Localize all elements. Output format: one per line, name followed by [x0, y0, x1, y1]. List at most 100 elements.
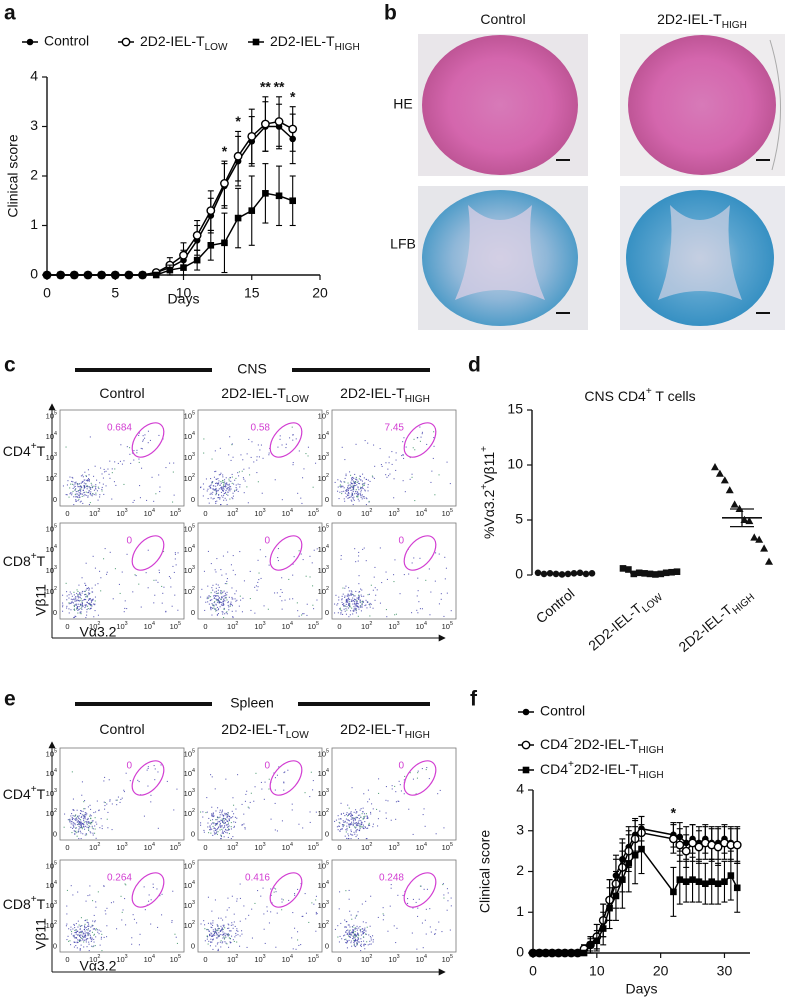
event-dot	[344, 596, 346, 598]
event-dot	[414, 500, 416, 502]
event-dot	[80, 827, 82, 829]
event-dot	[210, 609, 212, 611]
event-dot	[87, 925, 89, 927]
event-dot	[87, 486, 89, 488]
marker	[522, 766, 530, 774]
event-dot	[443, 894, 445, 896]
event-dot	[302, 827, 304, 829]
event-dot	[356, 496, 358, 498]
event-dot	[357, 816, 359, 818]
marker	[713, 842, 723, 852]
flow-y-tick-label: 102	[46, 474, 57, 484]
event-dot	[123, 483, 125, 485]
event-dot	[216, 937, 218, 939]
event-dot	[215, 571, 217, 573]
event-dot	[234, 490, 236, 492]
event-dot	[376, 808, 378, 810]
event-dot	[350, 484, 352, 486]
text-run: 10	[184, 412, 192, 421]
event-dot	[74, 489, 76, 491]
event-dot	[364, 821, 366, 823]
event-dot	[346, 941, 348, 943]
event-dot	[353, 595, 355, 597]
event-dot	[231, 476, 233, 478]
x-tick-label: 10	[176, 285, 192, 301]
event-dot	[337, 486, 339, 488]
event-dot	[381, 465, 383, 467]
event-dot	[369, 615, 371, 617]
event-dot	[235, 821, 237, 823]
event-dot	[94, 945, 96, 947]
event-dot	[85, 919, 87, 921]
text-run: 10	[318, 525, 326, 534]
event-dot	[84, 494, 86, 496]
flow-plot	[197, 859, 323, 953]
event-dot	[352, 486, 354, 488]
event-dot	[89, 930, 91, 932]
flow-x-tick-label: 103	[116, 954, 127, 964]
text-run: 10	[46, 769, 54, 778]
event-dot	[90, 488, 92, 490]
event-dot	[87, 592, 89, 594]
event-dot	[80, 598, 82, 600]
marker	[732, 840, 742, 850]
event-dot	[70, 926, 72, 928]
event-dot	[222, 603, 224, 605]
event-dot	[348, 824, 350, 826]
event-dot	[134, 574, 136, 576]
event-dot	[81, 604, 83, 606]
event-dot	[229, 498, 231, 500]
event-dot	[72, 598, 74, 600]
event-dot	[214, 899, 216, 901]
event-dot	[298, 615, 300, 617]
text-run: 2	[326, 809, 329, 815]
event-dot	[81, 606, 83, 608]
text-run: 10	[184, 789, 192, 798]
event-dot	[83, 821, 85, 823]
event-dot	[348, 602, 350, 604]
event-dot	[92, 900, 94, 902]
event-dot	[119, 460, 121, 462]
event-dot	[212, 498, 214, 500]
event-dot	[226, 943, 228, 945]
event-dot	[215, 823, 217, 825]
event-dot	[377, 825, 379, 827]
y-tick-label: 2	[30, 167, 38, 183]
text-run: Vβ11	[481, 452, 497, 484]
text-run: 5	[192, 411, 195, 417]
series-line	[47, 125, 294, 276]
event-dot	[228, 819, 230, 821]
event-dot	[172, 501, 174, 503]
event-dot	[79, 592, 81, 594]
event-dot	[362, 486, 364, 488]
event-dot	[232, 492, 234, 494]
event-dot	[215, 485, 217, 487]
event-dot	[342, 604, 344, 606]
event-dot	[213, 605, 215, 607]
event-dot	[228, 934, 230, 936]
event-dot	[347, 489, 349, 491]
event-dot	[227, 823, 229, 825]
event-dot	[217, 599, 219, 601]
flow-plot	[331, 859, 457, 953]
event-dot	[359, 825, 361, 827]
event-dot	[79, 489, 81, 491]
event-dot	[362, 826, 364, 828]
event-dot	[402, 894, 404, 896]
event-dot	[367, 944, 369, 946]
event-dot	[216, 500, 218, 502]
event-dot	[227, 934, 229, 936]
event-dot	[86, 826, 88, 828]
event-dot	[421, 768, 423, 770]
event-dot	[97, 583, 99, 585]
event-dot	[73, 496, 75, 498]
sem-bar	[638, 571, 662, 575]
event-dot	[83, 495, 85, 497]
event-dot	[358, 941, 360, 943]
marker	[694, 842, 704, 852]
event-dot	[232, 927, 234, 929]
y-tick-label: 4	[516, 781, 524, 797]
flow-y-tick-label: 105	[184, 749, 195, 759]
event-dot	[338, 821, 340, 823]
event-dot	[364, 815, 366, 817]
